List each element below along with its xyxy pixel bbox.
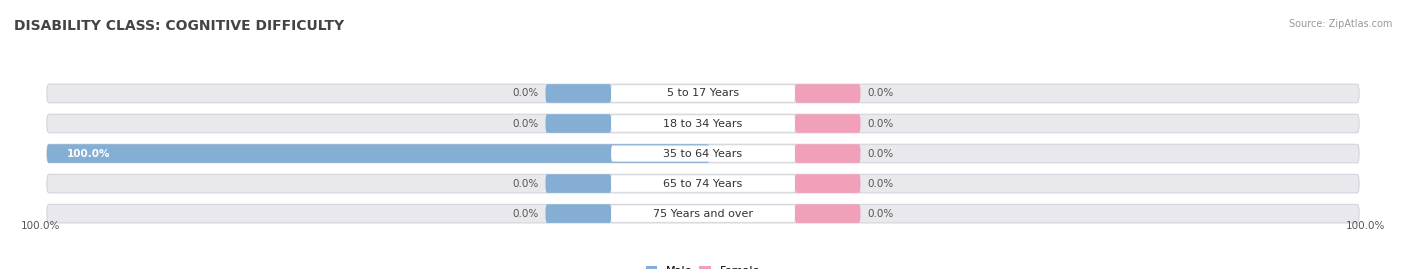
Text: 0.0%: 0.0% xyxy=(513,89,538,98)
Text: 100.0%: 100.0% xyxy=(66,148,110,158)
Text: Source: ZipAtlas.com: Source: ZipAtlas.com xyxy=(1288,19,1392,29)
FancyBboxPatch shape xyxy=(46,84,1360,103)
Text: 5 to 17 Years: 5 to 17 Years xyxy=(666,89,740,98)
FancyBboxPatch shape xyxy=(612,85,794,102)
FancyBboxPatch shape xyxy=(46,144,1360,163)
Text: 0.0%: 0.0% xyxy=(868,209,893,219)
Text: 0.0%: 0.0% xyxy=(868,179,893,189)
Text: 0.0%: 0.0% xyxy=(868,148,893,158)
FancyBboxPatch shape xyxy=(612,206,794,222)
Text: 0.0%: 0.0% xyxy=(513,119,538,129)
FancyBboxPatch shape xyxy=(546,114,612,133)
Text: 0.0%: 0.0% xyxy=(868,119,893,129)
Legend: Male, Female: Male, Female xyxy=(641,261,765,269)
FancyBboxPatch shape xyxy=(46,174,1360,193)
Text: 65 to 74 Years: 65 to 74 Years xyxy=(664,179,742,189)
FancyBboxPatch shape xyxy=(794,174,860,193)
Text: 0.0%: 0.0% xyxy=(513,179,538,189)
FancyBboxPatch shape xyxy=(46,114,1360,133)
FancyBboxPatch shape xyxy=(612,175,794,192)
FancyBboxPatch shape xyxy=(546,204,612,223)
FancyBboxPatch shape xyxy=(794,204,860,223)
Text: 100.0%: 100.0% xyxy=(1346,221,1385,231)
Text: 100.0%: 100.0% xyxy=(21,221,60,231)
FancyBboxPatch shape xyxy=(46,204,1360,223)
Text: 35 to 64 Years: 35 to 64 Years xyxy=(664,148,742,158)
FancyBboxPatch shape xyxy=(612,146,794,162)
FancyBboxPatch shape xyxy=(794,144,860,163)
FancyBboxPatch shape xyxy=(46,144,710,163)
Text: 0.0%: 0.0% xyxy=(513,209,538,219)
FancyBboxPatch shape xyxy=(546,84,612,103)
Text: 0.0%: 0.0% xyxy=(868,89,893,98)
Text: 18 to 34 Years: 18 to 34 Years xyxy=(664,119,742,129)
Text: DISABILITY CLASS: COGNITIVE DIFFICULTY: DISABILITY CLASS: COGNITIVE DIFFICULTY xyxy=(14,19,344,33)
FancyBboxPatch shape xyxy=(794,114,860,133)
Text: 75 Years and over: 75 Years and over xyxy=(652,209,754,219)
FancyBboxPatch shape xyxy=(612,115,794,132)
FancyBboxPatch shape xyxy=(546,174,612,193)
FancyBboxPatch shape xyxy=(794,84,860,103)
